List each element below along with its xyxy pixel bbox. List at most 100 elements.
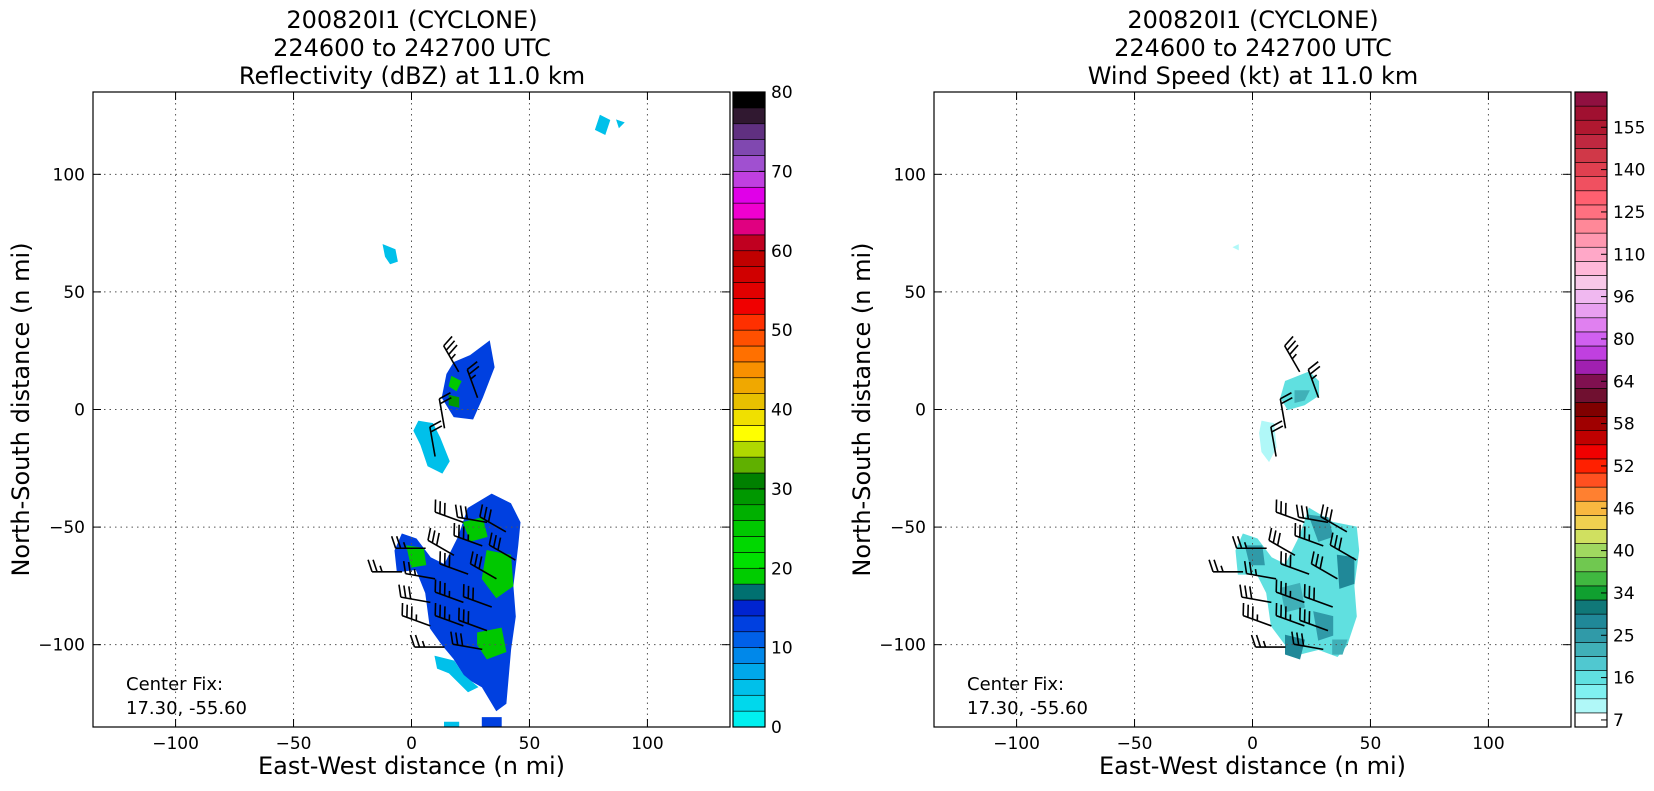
colorbar-segment (1575, 445, 1607, 459)
colorbar-segment (1575, 304, 1607, 318)
y-tick-label: 100 (53, 165, 85, 185)
colorbar-segment (1575, 572, 1607, 586)
y-axis-label: North-South distance (n mi) (848, 242, 876, 576)
title-line: Wind Speed (kt) at 11.0 km (1088, 62, 1419, 90)
barb-half-flag (414, 569, 415, 575)
wind-speed-panel: 200820I1 (CYCLONE)224600 to 242700 UTCWi… (848, 6, 1645, 780)
colorbar-segment (733, 171, 765, 187)
colorbar-tick-label: 10 (771, 639, 793, 659)
colorbar-segment (733, 695, 765, 711)
colorbar-tick-label: 30 (771, 480, 793, 500)
x-tick-label: −50 (1117, 734, 1153, 754)
colorbar-segment (1575, 360, 1607, 374)
colorbar-segment (1575, 600, 1607, 614)
x-axis-label: East-West distance (n mi) (258, 752, 565, 780)
colorbar-segment (733, 283, 765, 299)
colorbar-segment (733, 505, 765, 521)
colorbar-segment (733, 584, 765, 600)
x-tick-label: 0 (1247, 734, 1258, 754)
colorbar-segment (733, 521, 765, 537)
x-tick-label: 100 (631, 734, 663, 754)
colorbar-segment (733, 378, 765, 394)
x-tick-label: −100 (152, 734, 199, 754)
colorbar-tick-label: 80 (1613, 330, 1635, 350)
chart-title: 200820I1 (CYCLONE)224600 to 242700 UTCWi… (1088, 6, 1419, 90)
colorbar-segment (1575, 656, 1607, 670)
title-line: 200820I1 (CYCLONE) (1127, 6, 1378, 34)
x-tick-label: 50 (1360, 734, 1382, 754)
y-tick-label: 0 (915, 401, 926, 421)
colorbar-segment (733, 187, 765, 203)
colorbar-segment (1575, 529, 1607, 543)
title-line: 224600 to 242700 UTC (273, 34, 551, 62)
colorbar-segment (1575, 219, 1607, 233)
colorbar-tick-label: 58 (1613, 415, 1635, 435)
colorbar-tick-label: 70 (771, 162, 793, 182)
colorbar-tick-label: 40 (771, 401, 793, 421)
colorbar-tick-label: 25 (1613, 626, 1635, 646)
colorbar-tick-label: 125 (1613, 203, 1645, 223)
colorbar-segment (1575, 642, 1607, 656)
colorbar-segment (733, 410, 765, 426)
reflectivity-panel: 200820I1 (CYCLONE)224600 to 242700 UTCRe… (7, 6, 793, 780)
colorbar-segment (733, 648, 765, 664)
y-tick-label: −100 (879, 636, 926, 656)
colorbar-segment (733, 473, 765, 489)
colorbar-segment (1575, 431, 1607, 445)
center-fix-line: Center Fix: (126, 674, 223, 695)
x-tick-label: −50 (276, 734, 312, 754)
title-line: 224600 to 242700 UTC (1114, 34, 1392, 62)
y-tick-label: 100 (894, 165, 926, 185)
data-region (482, 718, 501, 727)
colorbar-segment (733, 203, 765, 219)
colorbar-segment (733, 616, 765, 632)
colorbar-segment (733, 425, 765, 441)
colorbar-segment (1575, 402, 1607, 416)
colorbar-segment (733, 362, 765, 378)
colorbar-tick-label: 60 (771, 242, 793, 262)
y-tick-label: 50 (904, 283, 926, 303)
center-fix-line: 17.30, -55.60 (126, 698, 247, 719)
data-region (445, 722, 459, 727)
y-tick-label: 50 (63, 283, 85, 303)
title-line: 200820I1 (CYCLONE) (286, 6, 537, 34)
colorbar-segment (1575, 487, 1607, 501)
colorbar-tick-label: 52 (1613, 457, 1635, 477)
x-axis-label: East-West distance (n mi) (1099, 752, 1406, 780)
data-region (1337, 555, 1354, 588)
colorbar-tick-label: 46 (1613, 499, 1635, 519)
colorbar-segment (733, 394, 765, 410)
y-axis-label: North-South distance (n mi) (7, 242, 35, 576)
colorbar-segment (1575, 558, 1607, 572)
colorbar-segment (733, 267, 765, 283)
colorbar-segment (733, 600, 765, 616)
colorbar-segment (733, 346, 765, 362)
colorbar-segment (733, 489, 765, 505)
colorbar-tick-label: 155 (1613, 118, 1645, 138)
colorbar-segment (1575, 614, 1607, 628)
colorbar-segment (733, 711, 765, 727)
colorbar-segment (733, 251, 765, 267)
colorbar-segment (1575, 134, 1607, 148)
colorbar-segment (1575, 275, 1607, 289)
colorbar-segment (733, 632, 765, 648)
colorbar-tick-label: 80 (771, 83, 793, 103)
colorbar-segment (733, 664, 765, 680)
colorbar-tick-label: 140 (1613, 161, 1645, 181)
colorbar-tick-label: 20 (771, 559, 793, 579)
chart-title: 200820I1 (CYCLONE)224600 to 242700 UTCRe… (239, 6, 585, 90)
colorbar-segment (1575, 177, 1607, 191)
y-tick-label: −50 (890, 518, 926, 538)
y-tick-label: −100 (38, 636, 85, 656)
colorbar-segment (1575, 318, 1607, 332)
y-tick-label: −50 (49, 518, 85, 538)
colorbar-segment (733, 140, 765, 156)
colorbar-tick-label: 96 (1613, 288, 1635, 308)
colorbar-segment (1575, 92, 1607, 106)
colorbar-segment (733, 568, 765, 584)
colorbar-segment (733, 537, 765, 553)
colorbar-segment (1575, 261, 1607, 275)
